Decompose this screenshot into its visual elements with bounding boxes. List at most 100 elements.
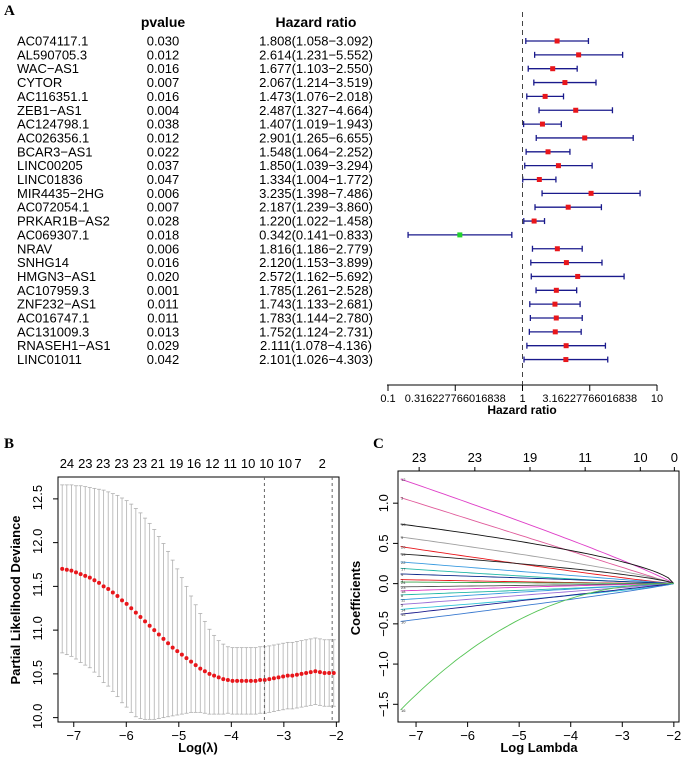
pvalue-cell: 0.001: [147, 283, 180, 298]
hr-point: [562, 80, 568, 86]
plot-c-index-label: 5: [401, 603, 404, 608]
plot-c-index-label: 15: [401, 612, 406, 617]
hr-point: [554, 246, 560, 252]
plot-c-top-label: 23: [468, 450, 482, 465]
plot-b-top-label: 23: [96, 456, 110, 471]
plot-b-point: [147, 623, 152, 628]
plot-b-x-tick-label: −3: [276, 728, 291, 743]
hr-point: [553, 315, 559, 321]
plot-b-point: [294, 672, 299, 677]
plot-b-point: [129, 606, 134, 611]
plot-b-x-tick-label: −2: [329, 728, 344, 743]
forest-tick-label: 0.316227766016838: [405, 393, 506, 405]
gene-label: LINC00205: [17, 158, 83, 173]
plot-b-point: [120, 598, 125, 603]
hazard-ratio-cell: 1.816(1.186−2.779): [259, 241, 373, 256]
plot-b-point: [143, 619, 148, 624]
plot-b-point: [78, 572, 83, 577]
pvalue-cell: 0.029: [147, 338, 180, 353]
hazard-ratio-cell: 1.220(1.022−1.458): [259, 214, 373, 229]
plot-b-point: [101, 584, 106, 589]
gene-label: AC072054.1: [17, 200, 89, 215]
plot-c-index-label: 13: [401, 522, 406, 527]
plot-b-point: [138, 615, 143, 619]
pvalue-cell: 0.011: [147, 297, 179, 312]
hazard-ratio-cell: 2.111(1.078−4.136): [260, 338, 372, 353]
plot-b-point: [207, 671, 212, 676]
plot-c-index-label: 18: [401, 589, 406, 594]
hazard-ratio-cell: 1.473(1.076−2.018): [259, 89, 373, 104]
plot-b-point: [317, 670, 322, 675]
hazard-ratio-cell: 2.067(1.214−3.519): [259, 75, 373, 90]
hazard-ratio-cell: 1.808(1.058−3.092): [259, 34, 373, 49]
plot-b-top-label: 19: [169, 456, 183, 471]
plot-c-index-label: 11: [401, 598, 406, 603]
plot-c-index-label: 22: [401, 560, 406, 565]
gene-label: AC107959.3: [17, 283, 89, 298]
plot-c-index-label: 1: [401, 578, 404, 583]
hr-point: [563, 343, 569, 349]
plot-b-point: [262, 678, 267, 682]
plot-b-point: [248, 678, 253, 683]
plot-b-point: [60, 566, 65, 571]
hr-point: [536, 177, 542, 182]
plot-c-y-tick-label: −0.5: [376, 611, 391, 637]
plot-b-point: [202, 669, 207, 674]
plot-b-y-tick-label: 12.5: [30, 485, 45, 510]
pvalue-cell: 0.016: [147, 89, 180, 104]
forest-tick-label: 0.1: [380, 393, 395, 405]
pvalue-cell: 0.022: [147, 144, 180, 159]
panel-label-a: A: [4, 3, 15, 19]
plot-b-point: [212, 673, 217, 678]
plot-b-point: [69, 568, 74, 573]
pvalue-cell: 0.016: [147, 61, 180, 76]
plot-b-point: [156, 632, 161, 637]
coefficient-path: [400, 561, 674, 585]
coefficient-path: [400, 583, 674, 610]
hr-point: [582, 135, 588, 141]
plot-c-y-tick-label: 0.5: [376, 534, 391, 552]
plot-b-top-label: 11: [224, 456, 238, 471]
pvalue-cell: 0.042: [147, 352, 180, 367]
plot-c-index-label: 8: [401, 593, 404, 598]
gene-label: ZNF232−AS1: [17, 297, 96, 312]
forest-tick-label: 10: [651, 393, 663, 405]
plot-b-y-tick-label: 11.0: [30, 616, 45, 640]
plot-b-point: [161, 636, 166, 641]
plot-b-point: [189, 659, 194, 664]
plot-b-point: [184, 656, 189, 661]
coefficient-path: [400, 536, 674, 585]
plot-b-top-label: 10: [278, 456, 292, 471]
pvalue-cell: 0.037: [147, 158, 180, 173]
hr-point: [588, 190, 594, 196]
coefficient-path: [400, 583, 674, 622]
plot-c-frame: [397, 470, 680, 723]
plot-c-index-label: 16: [401, 708, 406, 713]
plot-b-point: [92, 578, 97, 583]
plot-c-top-label: 0: [671, 450, 678, 465]
gene-label: BCAR3−AS1: [17, 144, 93, 159]
pvalue-cell: 0.007: [147, 75, 180, 90]
hazard-ratio-cell: 2.901(1.265−6.655): [259, 130, 373, 145]
panel-label-c: C: [373, 436, 384, 452]
hazard-ratio-cell: 2.120(1.153−3.899): [259, 255, 373, 270]
plot-b-top-label: 23: [133, 456, 147, 471]
gene-label: WAC−AS1: [17, 61, 79, 76]
gene-label: SNHG14: [17, 255, 69, 270]
plot-b-top-label: 16: [187, 456, 201, 471]
plot-c-index-label: 14: [401, 607, 406, 612]
plot-b-point: [110, 590, 115, 595]
plot-b-point: [304, 671, 309, 675]
pvalue-cell: 0.013: [147, 324, 180, 339]
plot-b-top-label: 12: [205, 456, 219, 471]
plot-b-point: [299, 671, 304, 676]
hr-point: [575, 273, 581, 279]
plot-c-top-label: 23: [412, 450, 426, 465]
hr-point: [555, 163, 561, 169]
pvalue-cell: 0.047: [147, 172, 180, 187]
pvalue-cell: 0.028: [147, 214, 180, 229]
plot-b-point: [175, 649, 180, 654]
plot-b-top-label: 2: [319, 456, 326, 471]
gene-label: ZEB1−AS1: [17, 103, 82, 118]
gene-label: LINC01836: [17, 172, 83, 187]
